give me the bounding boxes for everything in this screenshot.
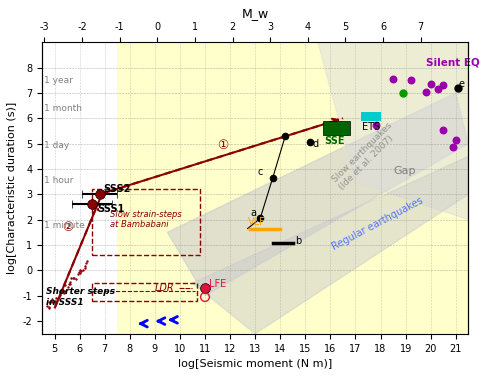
Text: Silent EQ: Silent EQ <box>426 57 480 67</box>
Text: SSE: SSE <box>324 136 345 146</box>
Point <box>66 279 74 285</box>
Point <box>306 139 314 146</box>
Text: 1 year: 1 year <box>45 76 73 85</box>
Point <box>72 276 80 282</box>
Point <box>439 82 447 88</box>
Text: Slow earthquakes
(Ide et al. 2007): Slow earthquakes (Ide et al. 2007) <box>330 121 401 191</box>
Point <box>56 292 64 298</box>
X-axis label: M_w: M_w <box>242 7 269 20</box>
Point <box>256 215 264 221</box>
Text: LDR: LDR <box>155 283 192 293</box>
Point <box>77 268 84 274</box>
X-axis label: log[Seismic moment (N m)]: log[Seismic moment (N m)] <box>178 359 332 369</box>
Point <box>48 299 56 305</box>
Point <box>60 290 68 296</box>
Text: ②: ② <box>62 221 73 234</box>
Point <box>69 276 77 282</box>
Point <box>201 285 209 291</box>
Point <box>46 299 54 305</box>
Point <box>48 296 56 302</box>
Point <box>422 89 430 95</box>
Point <box>389 76 397 82</box>
Point <box>269 175 276 181</box>
Point <box>281 133 289 139</box>
Point <box>452 137 460 143</box>
Point <box>55 294 63 300</box>
Text: Shorter steps
in SSS1: Shorter steps in SSS1 <box>46 287 115 306</box>
Point <box>449 144 457 150</box>
Point <box>43 303 51 309</box>
Point <box>45 303 53 309</box>
Text: d: d <box>313 139 319 149</box>
Point <box>61 282 69 288</box>
Text: SSS2: SSS2 <box>104 184 131 194</box>
Text: b: b <box>295 236 301 246</box>
Point <box>435 86 442 92</box>
Point <box>52 295 60 301</box>
Point <box>57 288 65 294</box>
Text: a: a <box>250 208 256 218</box>
Text: Regular earthquakes: Regular earthquakes <box>330 196 425 252</box>
Point <box>407 77 414 83</box>
Point <box>67 275 75 281</box>
Bar <box>92 189 200 255</box>
Point <box>83 258 91 264</box>
Bar <box>117 42 468 334</box>
Polygon shape <box>167 93 468 296</box>
Bar <box>92 283 197 301</box>
Point <box>74 271 82 277</box>
Text: Gap: Gap <box>393 166 415 176</box>
Text: ①: ① <box>218 139 229 152</box>
Point <box>81 263 89 269</box>
Text: VLF: VLF <box>247 217 266 227</box>
Text: c: c <box>258 167 263 177</box>
Text: LFE: LFE <box>209 279 226 289</box>
Point <box>61 288 69 294</box>
Point <box>70 275 78 281</box>
Point <box>51 298 58 304</box>
Point <box>45 305 53 311</box>
Point <box>201 294 209 300</box>
Text: 1 day: 1 day <box>45 141 70 150</box>
Text: 1 hour: 1 hour <box>45 176 74 185</box>
Point <box>439 127 447 133</box>
Text: 1 month: 1 month <box>45 104 82 113</box>
Point <box>76 267 83 273</box>
Y-axis label: log[Characteristic duration (s)]: log[Characteristic duration (s)] <box>7 102 17 274</box>
Point <box>81 265 89 271</box>
Point <box>454 85 462 91</box>
Text: e: e <box>458 79 464 89</box>
Text: ETS: ETS <box>362 122 380 132</box>
Polygon shape <box>318 42 468 220</box>
Point <box>79 267 87 273</box>
Point <box>399 90 407 96</box>
Point <box>65 281 73 287</box>
Bar <box>323 121 351 135</box>
Point <box>51 299 59 305</box>
Text: 1 minute: 1 minute <box>45 221 85 230</box>
Point <box>76 270 83 276</box>
Point <box>64 284 72 290</box>
Polygon shape <box>192 156 468 334</box>
Point <box>54 295 61 301</box>
Point <box>58 288 66 294</box>
Point <box>76 269 83 275</box>
Point <box>372 121 380 127</box>
Bar <box>360 112 381 121</box>
Text: Slow strain-steps
at Bambabani: Slow strain-steps at Bambabani <box>109 210 182 229</box>
Text: SSS1: SSS1 <box>97 204 125 214</box>
Point <box>82 260 90 266</box>
Point <box>66 281 74 287</box>
Point <box>427 81 435 87</box>
